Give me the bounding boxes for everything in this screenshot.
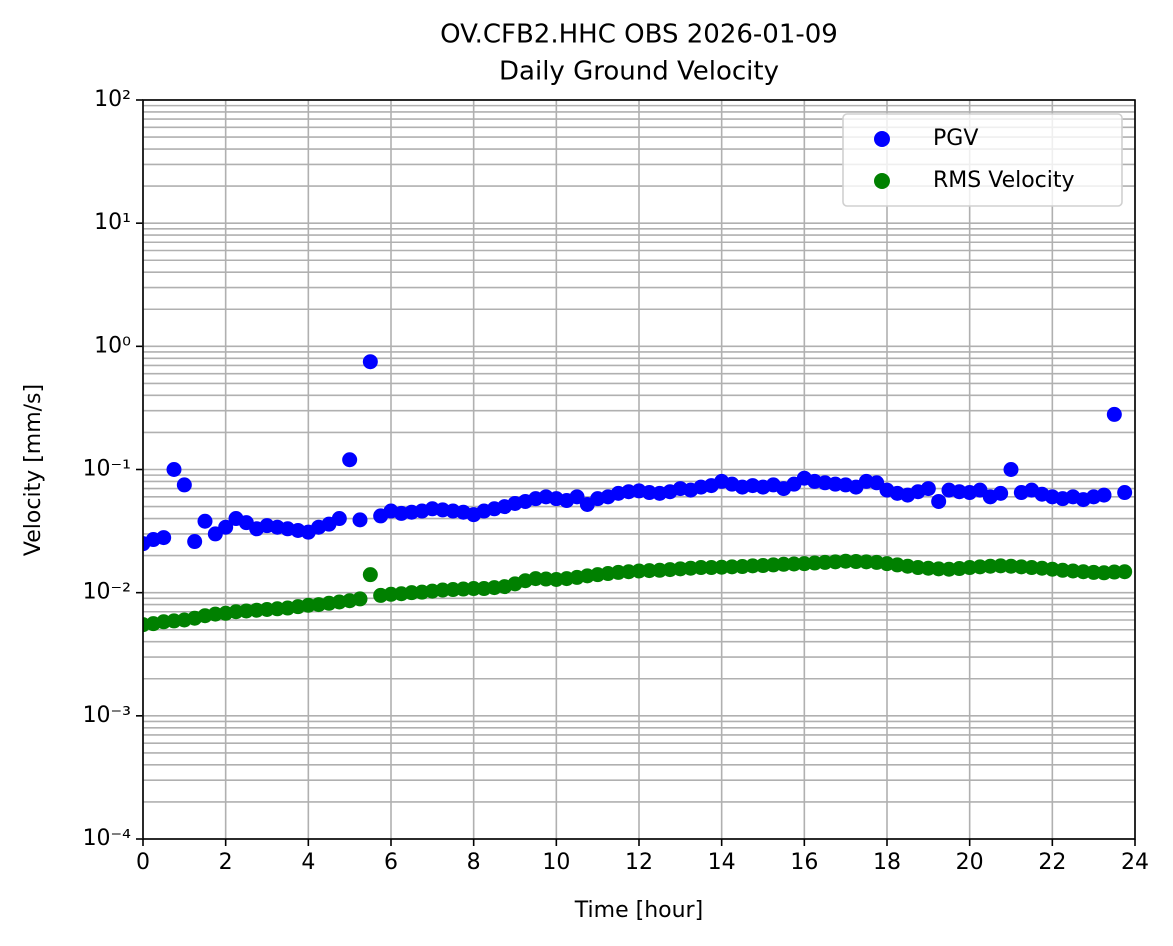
point (352, 512, 368, 528)
point (920, 481, 936, 497)
y-tick-label: 10⁻² (83, 580, 131, 605)
point (176, 477, 192, 493)
point (569, 489, 585, 505)
x-tick-label: 20 (956, 850, 984, 875)
x-tick-label: 10 (542, 850, 570, 875)
point (352, 591, 368, 607)
x-tick-label: 22 (1038, 850, 1066, 875)
y-tick-label: 10⁻³ (83, 703, 131, 728)
x-tick-label: 24 (1121, 850, 1149, 875)
x-tick-label: 8 (467, 850, 481, 875)
x-tick-label: 2 (219, 850, 233, 875)
y-tick-label: 10⁰ (94, 333, 131, 358)
legend-marker (874, 131, 890, 147)
plot-frame (142, 99, 1136, 840)
plot-points (143, 354, 1133, 633)
x-tick-label: 4 (301, 850, 315, 875)
point (693, 560, 709, 576)
y-tick-label: 10⁻¹ (83, 457, 131, 482)
point (342, 452, 358, 468)
chart-title: OV.CFB2.HHC OBS 2026-01-09 (440, 20, 838, 50)
legend-box (842, 113, 1123, 207)
point (187, 534, 203, 550)
x-tick-label: 18 (873, 850, 901, 875)
x-tick-label: 12 (625, 850, 653, 875)
y-tick-label: 10¹ (94, 210, 131, 235)
x-tick-label: 6 (384, 850, 398, 875)
point (1096, 487, 1112, 503)
point (1106, 406, 1122, 422)
point (331, 511, 347, 527)
y-axis-label: Velocity [mm/s] (21, 384, 46, 556)
x-axis-label: Time [hour] (574, 898, 703, 923)
x-tick-label: 0 (136, 850, 150, 875)
point (362, 354, 378, 370)
point (1117, 564, 1133, 580)
point (993, 485, 1009, 501)
point (166, 462, 182, 477)
y-tick-label: 10⁻⁴ (83, 826, 132, 851)
point (466, 581, 482, 597)
x-tick-label: 16 (790, 850, 818, 875)
legend-label: PGV (933, 126, 978, 151)
y-tick-label: 10² (94, 87, 131, 112)
legend-label: RMS Velocity (933, 168, 1075, 193)
legend-marker (874, 173, 890, 189)
point (197, 513, 213, 529)
point (1003, 462, 1019, 477)
x-tick-label: 14 (708, 850, 736, 875)
point (218, 519, 234, 535)
point (362, 567, 378, 583)
point (156, 530, 172, 546)
point (1117, 485, 1133, 501)
point (931, 493, 947, 509)
chart-subtitle: Daily Ground Velocity (499, 57, 779, 87)
